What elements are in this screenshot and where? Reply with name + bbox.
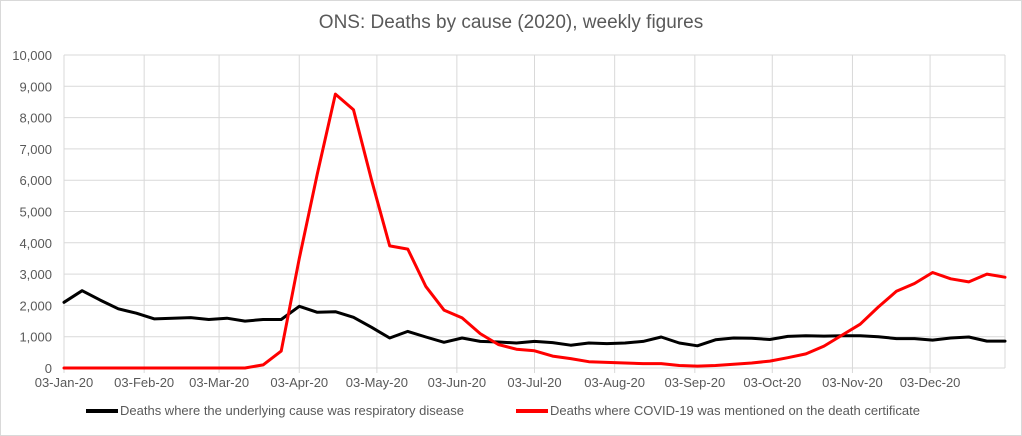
x-tick-label: 03-Jul-20 (507, 375, 561, 390)
y-tick-label: 7,000 (19, 142, 52, 157)
x-tick-label: 03-May-20 (346, 375, 408, 390)
x-tick-label: 03-Dec-20 (900, 375, 961, 390)
x-tick-label: 03-Jan-20 (35, 375, 94, 390)
legend-label: Deaths where COVID-19 was mentioned on t… (550, 403, 920, 418)
y-tick-label: 1,000 (19, 330, 52, 345)
x-axis-ticks: 03-Jan-20 03-Feb-20 03-Mar-20 03-Apr-20 03-M… (35, 375, 961, 390)
x-tick-label: 03-Nov-20 (822, 375, 883, 390)
x-tick-label: 03-Mar-20 (189, 375, 249, 390)
legend-swatch-black (86, 408, 118, 413)
y-tick-label: 8,000 (19, 111, 52, 126)
legend-item-respiratory: Deaths where the underlying cause was re… (86, 403, 464, 418)
y-tick-label: 10,000 (12, 48, 52, 63)
legend-item-covid: Deaths where COVID-19 was mentioned on t… (516, 403, 920, 418)
y-tick-label: 0 (45, 361, 52, 376)
y-tick-label: 9,000 (19, 79, 52, 94)
y-tick-label: 6,000 (19, 173, 52, 188)
chart-title: ONS: Deaths by cause (2020), weekly figu… (318, 12, 704, 33)
y-tick-label: 3,000 (19, 267, 52, 282)
x-tick-label: 03-Jun-20 (428, 375, 487, 390)
x-tick-label: 03-Feb-20 (114, 375, 174, 390)
y-tick-label: 4,000 (19, 236, 52, 251)
gridlines (63, 54, 1006, 373)
y-tick-label: 5,000 (19, 205, 52, 220)
x-tick-label: 03-Aug-20 (584, 375, 645, 390)
legend-label: Deaths where the underlying cause was re… (120, 403, 464, 418)
x-tick-label: 03-Apr-20 (270, 375, 328, 390)
series-lines (62, 92, 1007, 370)
x-tick-label: 03-Sep-20 (664, 375, 725, 390)
legend-swatch-red (516, 408, 548, 413)
y-tick-label: 2,000 (19, 298, 52, 313)
y-axis-ticks: 0 1,000 2,000 3,000 4,000 5,000 6,000 7,000 8,00… (12, 48, 52, 376)
x-tick-label: 03-Oct-20 (743, 375, 801, 390)
